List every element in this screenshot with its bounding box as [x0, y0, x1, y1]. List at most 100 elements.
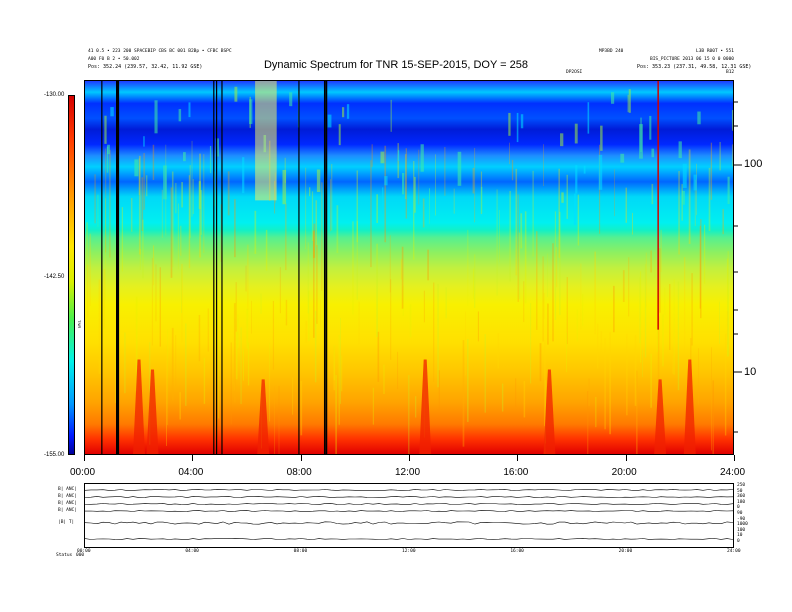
spectrogram-plot: [85, 81, 733, 454]
blue-band-blob: [480, 186, 483, 213]
panel-row-label: B| ANC|: [58, 501, 77, 506]
texture-streak: [515, 378, 517, 407]
panel-right-tick: 180: [737, 499, 746, 505]
texture-streak: [727, 251, 729, 357]
panel-right-tick: 90: [737, 511, 743, 516]
texture-streak: [545, 380, 546, 444]
texture-streak: [462, 340, 465, 447]
texture-streak: [496, 189, 498, 296]
x-tick-label: 20:00: [611, 467, 637, 478]
texture-streak: [467, 229, 469, 307]
texture-streak: [171, 171, 174, 268]
colorbar-tick-bottom: -155.00: [44, 452, 65, 458]
texture-streak: [639, 277, 641, 344]
panel-trace-1: [84, 496, 734, 498]
blue-band-blob: [106, 146, 109, 173]
texture-streak: [650, 353, 652, 408]
data-gap-0: [101, 81, 103, 454]
blue-band-blob: [346, 104, 350, 119]
texture-streak: [285, 203, 287, 271]
texture-streak: [141, 177, 144, 231]
panel-right-tick: 1000: [737, 522, 748, 528]
texture-streak: [274, 386, 276, 454]
blue-band-blob: [429, 188, 431, 224]
texture-streak: [142, 219, 144, 279]
texture-streak: [233, 355, 235, 391]
texture-streak: [152, 245, 155, 286]
texture-streak: [543, 144, 544, 187]
blue-band-blob: [380, 151, 385, 164]
blue-band-blob: [178, 109, 182, 122]
texture-streak: [356, 221, 358, 300]
panel-right-tick: 0: [737, 539, 740, 544]
texture-streak: [314, 310, 317, 383]
x-tick-mark: [517, 455, 519, 461]
blue-band-blob: [628, 89, 631, 113]
blue-band-blob: [682, 163, 687, 188]
panel-bottom-tick: 08:00: [293, 549, 308, 554]
status-label: Status: [56, 553, 73, 558]
blue-band-blob: [316, 169, 321, 193]
texture-streak: [180, 225, 182, 256]
panel-right-tick: -90: [737, 516, 746, 522]
texture-streak: [179, 392, 182, 420]
blue-band-blob: [215, 138, 219, 157]
texture-streak: [662, 314, 664, 367]
texture-streak: [594, 251, 596, 335]
texture-streak: [400, 259, 403, 280]
marker-right: B12: [726, 70, 735, 75]
texture-streak: [214, 277, 216, 326]
texture-streak: [139, 248, 142, 270]
panel-bottom-tick: 12:00: [402, 549, 416, 554]
blue-band-blob: [561, 192, 564, 203]
blue-band-blob: [154, 100, 158, 134]
panel-bottom-tick: 16:00: [510, 549, 524, 554]
blue-band-blob: [697, 111, 701, 125]
texture-streak: [517, 194, 519, 302]
blue-band-blob: [560, 133, 564, 147]
texture-streak: [121, 207, 123, 272]
texture-streak: [278, 386, 280, 454]
panel-right-tick: 50: [737, 488, 743, 494]
x-tick-label: 24:00: [720, 467, 746, 478]
blue-band-blob: [573, 193, 577, 226]
blue-band-blob: [639, 124, 643, 159]
blue-band-blob: [610, 92, 615, 104]
texture-streak: [338, 334, 340, 425]
texture-streak: [474, 147, 476, 223]
texture-streak: [722, 209, 724, 235]
texture-streak: [699, 225, 701, 309]
texture-streak: [124, 332, 126, 394]
texture-streak: [587, 391, 589, 454]
texture-streak: [251, 300, 252, 334]
texture-streak: [86, 222, 88, 271]
blue-band-blob: [327, 114, 332, 128]
texture-streak: [544, 389, 546, 454]
blue-band-blob: [414, 176, 416, 213]
burst-0: [133, 359, 145, 454]
texture-streak: [644, 264, 647, 358]
texture-streak: [198, 314, 201, 362]
blue-band-blob: [520, 114, 524, 129]
texture-streak: [175, 182, 177, 214]
texture-streak: [159, 267, 161, 347]
x-tick-mark: [300, 455, 302, 461]
texture-streak: [477, 311, 479, 342]
texture-streak: [300, 380, 303, 436]
texture-streak: [243, 348, 245, 381]
texture-streak: [405, 148, 408, 219]
texture-streak: [515, 168, 518, 276]
blue-band-blob: [188, 102, 191, 118]
texture-streak: [216, 301, 218, 332]
texture-streak: [547, 253, 548, 298]
texture-streak: [539, 343, 542, 382]
texture-streak: [315, 200, 317, 247]
texture-streak: [497, 333, 500, 369]
texture-streak: [285, 299, 288, 326]
texture-streak: [509, 142, 510, 165]
texture-streak: [559, 211, 561, 316]
header-left-line3: Pos: 352.24 (239.57, 32.42, 11.92 GSE): [88, 64, 203, 70]
texture-streak: [547, 303, 549, 345]
blue-band-blob: [134, 159, 139, 177]
texture-streak: [308, 290, 310, 342]
